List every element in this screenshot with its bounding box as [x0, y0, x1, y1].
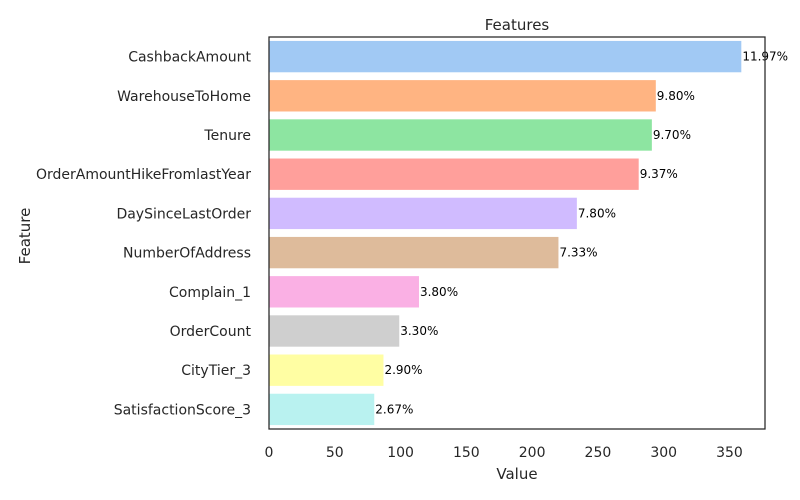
- x-tick-label: 200: [519, 445, 546, 461]
- x-axis-label: Value: [496, 465, 537, 483]
- bar-DaySinceLastOrder: [269, 197, 577, 230]
- data-label: 3.80%: [420, 285, 458, 299]
- data-label: 9.80%: [657, 89, 695, 103]
- y-tick-label: SatisfactionScore_3: [114, 402, 251, 418]
- y-tick-labels: CashbackAmount WarehouseToHome Tenure Order…: [36, 50, 252, 419]
- bar-OrderAmountHikeFromlastYear: [269, 158, 639, 190]
- bar-Tenure: [269, 119, 652, 151]
- x-tick-label: 100: [387, 445, 414, 461]
- y-axis-label: Feature: [16, 208, 34, 265]
- bar-WarehouseToHome: [269, 80, 656, 112]
- y-tick-label: OrderAmountHikeFromlastYear: [36, 167, 251, 183]
- data-label: 2.90%: [384, 363, 422, 377]
- y-tick-label: NumberOfAddress: [123, 246, 251, 262]
- y-tick-label: Tenure: [203, 128, 251, 144]
- chart-title: Features: [485, 16, 550, 34]
- x-tick-label: 150: [453, 445, 480, 461]
- plot-frame: [268, 36, 766, 430]
- x-tick-label: 300: [650, 445, 677, 461]
- data-label: 2.67%: [375, 402, 413, 416]
- y-tick-label: OrderCount: [170, 324, 252, 340]
- bar-Complain_1: [269, 276, 419, 308]
- bar-OrderCount: [269, 315, 400, 347]
- x-tick-label: 350: [716, 445, 743, 461]
- data-label: 9.37%: [640, 167, 678, 181]
- x-tick-labels: 0 50 100 150 200 250 300 350: [265, 445, 743, 461]
- x-tick-label: 50: [326, 445, 344, 461]
- bar-CashbackAmount: [269, 40, 742, 73]
- x-tick-label: 0: [265, 445, 274, 461]
- bar-SatisfactionScore_3: [269, 393, 375, 426]
- data-label: 7.80%: [578, 206, 616, 220]
- bars-group: [269, 40, 742, 426]
- y-tick-label: WarehouseToHome: [117, 89, 251, 105]
- x-tick-label: 250: [585, 445, 612, 461]
- bar-CityTier_3: [269, 354, 384, 386]
- bar-NumberOfAddress: [269, 236, 559, 269]
- data-label: 9.70%: [653, 128, 691, 142]
- y-tick-label: CashbackAmount: [128, 50, 251, 66]
- y-tick-label: DaySinceLastOrder: [116, 206, 251, 222]
- y-tick-label: CityTier_3: [181, 363, 251, 379]
- data-label: 7.33%: [559, 246, 597, 260]
- data-label: 3.30%: [400, 324, 438, 338]
- y-tick-label: Complain_1: [169, 285, 251, 301]
